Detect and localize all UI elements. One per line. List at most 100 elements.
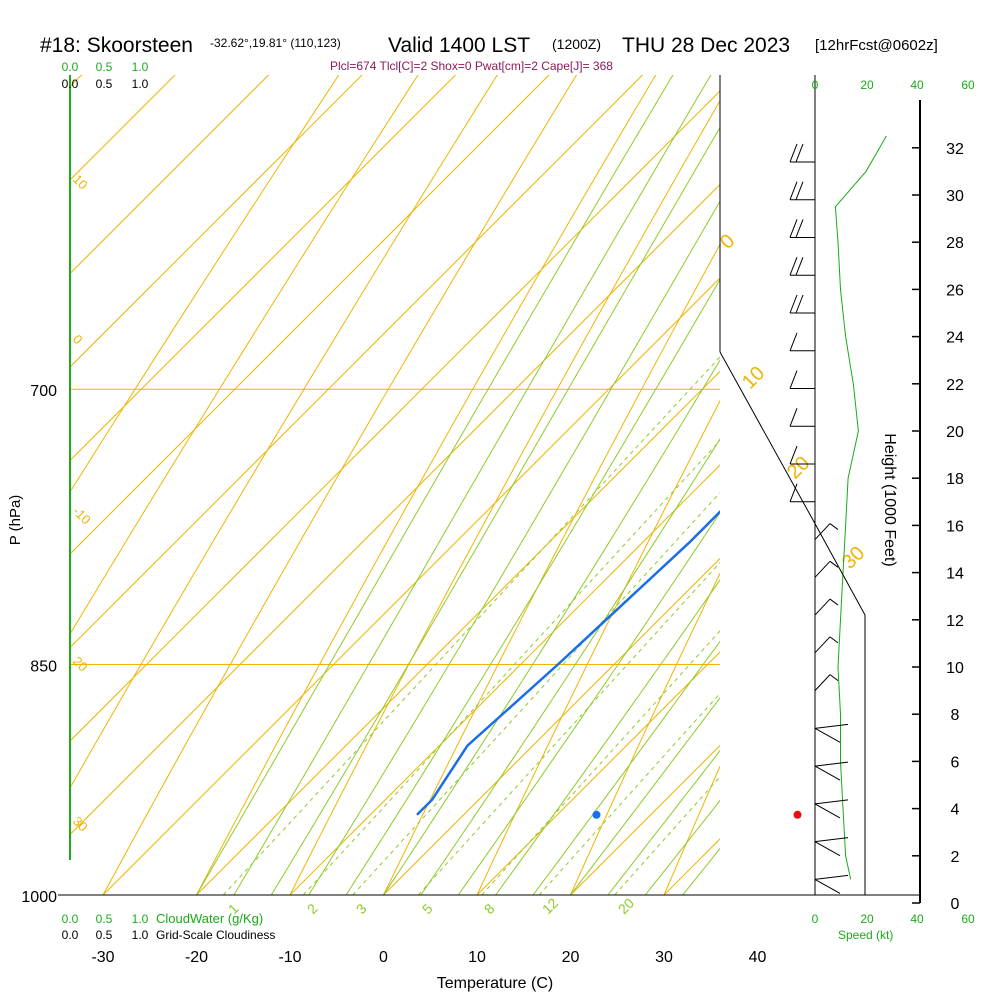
height-tick-label: 22 bbox=[946, 377, 964, 394]
isotherm bbox=[0, 0, 1000, 895]
wind-barb bbox=[790, 257, 815, 275]
isotherm bbox=[851, 0, 1000, 895]
pressure-tick-label: 700 bbox=[30, 383, 57, 400]
dry-adiabat bbox=[0, 0, 1000, 895]
height-tick-label: 10 bbox=[946, 660, 964, 677]
cloudwater-scale-bottom: 0.5 bbox=[96, 912, 113, 926]
moist-adiabat bbox=[496, 0, 1000, 895]
cloudiness-scale-bottom: 0.5 bbox=[96, 928, 113, 942]
wind-speed-tick-top: 20 bbox=[860, 78, 874, 92]
wind-barb bbox=[790, 371, 815, 389]
height-tick-label: 2 bbox=[951, 849, 960, 866]
dry-adiabat-label: 10 bbox=[70, 172, 91, 193]
moist-adiabat-label: 10 bbox=[738, 362, 769, 393]
height-tick-label: 0 bbox=[951, 896, 960, 913]
cloudiness-label: Grid-Scale Cloudiness bbox=[156, 928, 275, 942]
isotherm bbox=[0, 0, 1000, 895]
temperature-tick-label: 0 bbox=[379, 949, 388, 966]
mixing-ratio-label: 20 bbox=[615, 895, 637, 917]
moist-adiabat-label: 20 bbox=[783, 452, 814, 483]
valid-zulu: (1200Z) bbox=[552, 36, 601, 52]
mixing-ratio-label: 8 bbox=[481, 900, 498, 917]
cloudiness-scale-top: 0.0 bbox=[62, 77, 79, 91]
surface-dewpoint-dot bbox=[592, 811, 600, 819]
cloudwater-scale-bottom: 1.0 bbox=[132, 912, 149, 926]
moist-adiabat bbox=[197, 0, 1000, 895]
isotherm bbox=[10, 0, 1000, 895]
surface-temperature-dot bbox=[794, 811, 802, 819]
dry-adiabat-label: 20 bbox=[70, 654, 91, 675]
wind-barb bbox=[790, 333, 815, 351]
height-tick-label: 24 bbox=[946, 330, 964, 347]
wind-barb bbox=[815, 637, 838, 653]
wind-barb bbox=[815, 838, 848, 856]
wind-speed-tick-bottom: 20 bbox=[860, 912, 874, 926]
temperature-tick-label: -20 bbox=[185, 949, 208, 966]
sounding-params: Plcl=674 Tlcl[C]=2 Shox=0 Pwat[cm]=2 Cap… bbox=[330, 59, 613, 73]
dry-adiabat bbox=[851, 0, 1000, 895]
temperature-tick-label: -10 bbox=[278, 949, 301, 966]
mixing-ratio-label: 5 bbox=[419, 900, 436, 917]
pressure-tick-label: 1000 bbox=[21, 889, 57, 906]
wind-speed-tick-bottom: 40 bbox=[910, 912, 924, 926]
height-tick-label: 20 bbox=[946, 424, 964, 441]
axes: 2503004005007008501000-30-20-10010203040… bbox=[21, 0, 964, 966]
dry-adiabat bbox=[477, 0, 1000, 895]
height-tick-label: 18 bbox=[946, 471, 964, 488]
wind-speed-label: Speed (kt) bbox=[838, 928, 893, 942]
mixing-ratio-label: 12 bbox=[539, 895, 561, 917]
moist-adiabat bbox=[571, 0, 1000, 895]
valid-time: Valid 1400 LST bbox=[388, 34, 530, 57]
mixing-ratio-label: 3 bbox=[353, 900, 370, 917]
wind-barb bbox=[815, 724, 848, 742]
isotherm bbox=[0, 0, 1000, 895]
profiles bbox=[417, 0, 1000, 815]
wind-barb bbox=[790, 295, 815, 313]
cloudiness-scale-bottom: 0.0 bbox=[62, 928, 79, 942]
wind-speed-tick-top: 60 bbox=[961, 78, 975, 92]
wind-barb bbox=[790, 408, 815, 426]
isotherm bbox=[758, 0, 1000, 895]
station-title: #18: Skoorsteen bbox=[40, 34, 193, 57]
cloudiness-scale-top: 1.0 bbox=[132, 77, 149, 91]
isotherm bbox=[571, 0, 1000, 895]
wind-speed-tick-top: 0 bbox=[812, 78, 819, 92]
temperature-line bbox=[791, 0, 1000, 815]
cloudiness-scale-bottom: 1.0 bbox=[132, 928, 149, 942]
wind-barb bbox=[815, 524, 838, 540]
isotherm bbox=[0, 0, 1000, 895]
moist-adiabat bbox=[645, 0, 1000, 895]
temperature-tick-label: 10 bbox=[468, 949, 486, 966]
isotherm bbox=[0, 0, 1000, 895]
isotherm bbox=[197, 0, 1000, 895]
station-coords: -32.62°,19.81° (110,123) bbox=[210, 36, 341, 50]
parcel-line bbox=[962, 0, 1000, 336]
y-axis-title: P (hPa) bbox=[7, 495, 24, 546]
skewt-grid bbox=[0, 0, 1000, 895]
isotherm bbox=[0, 0, 1000, 895]
height-tick-label: 14 bbox=[946, 566, 964, 583]
dry-adiabat bbox=[571, 0, 1000, 895]
dry-adiabat-label: 0 bbox=[70, 332, 86, 348]
pressure-tick-label: 850 bbox=[30, 659, 57, 676]
temperature-tick-label: -30 bbox=[91, 949, 114, 966]
cloudiness-scale-top: 0.5 bbox=[96, 77, 113, 91]
dry-adiabat bbox=[384, 0, 1000, 895]
cloudwater-scale-top: 1.0 bbox=[132, 60, 149, 74]
dry-adiabat bbox=[0, 0, 1000, 895]
temperature-tick-label: 30 bbox=[655, 949, 673, 966]
isotherm bbox=[0, 0, 1000, 895]
height-tick-label: 28 bbox=[946, 235, 964, 252]
height-tick-label: 12 bbox=[946, 613, 964, 630]
wind-barb bbox=[790, 219, 815, 237]
moist-adiabat bbox=[758, 0, 1000, 895]
height-tick-label: 8 bbox=[951, 707, 960, 724]
height-tick-label: 16 bbox=[946, 518, 964, 535]
isotherm bbox=[384, 0, 1000, 895]
dry-adiabat bbox=[197, 0, 1000, 895]
moist-adiabat bbox=[533, 0, 1000, 895]
wind-speed-tick-top: 40 bbox=[910, 78, 924, 92]
